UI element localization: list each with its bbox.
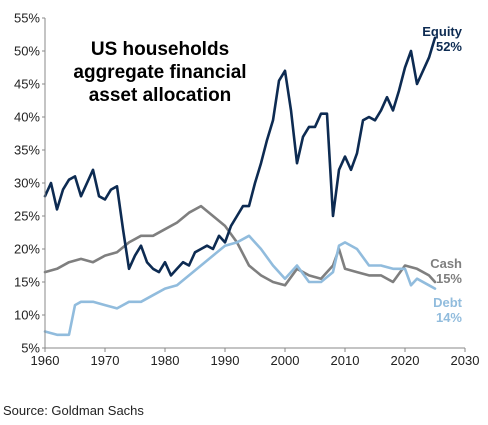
x-tick-label: 2000: [271, 353, 300, 368]
chart-title-line-3: asset allocation: [89, 85, 232, 106]
debt-end-value: 14%: [436, 310, 462, 325]
cash-series-line: [43, 204, 437, 287]
y-axis-ticks: 5% 10% 15% 20% 25% 30% 35% 40% 45% 50% 55%: [14, 11, 45, 356]
x-axis-ticks: 1960 1970 1980 1990 2000 2010 2020 2030: [31, 348, 480, 368]
x-tick-label: 1990: [211, 353, 240, 368]
y-tick-label: 55%: [14, 11, 40, 26]
equity-series-label: Equity: [422, 24, 462, 39]
y-tick-label: 45%: [14, 77, 40, 92]
equity-series-line: [43, 36, 437, 277]
y-tick-label: 50%: [14, 44, 40, 59]
y-tick-label: 20%: [14, 242, 40, 257]
chart-title-line-2: aggregate financial: [73, 62, 246, 83]
y-tick-label: 40%: [14, 110, 40, 125]
y-tick-label: 30%: [14, 176, 40, 191]
y-tick-label: 25%: [14, 209, 40, 224]
y-tick-label: 10%: [14, 308, 40, 323]
y-tick-label: 5%: [21, 341, 40, 356]
x-tick-label: 1970: [91, 353, 120, 368]
y-tick-label: 15%: [14, 275, 40, 290]
series-lines: [43, 36, 437, 337]
y-tick-label: 35%: [14, 143, 40, 158]
cash-end-value: 15%: [436, 271, 462, 286]
cash-series-label: Cash: [430, 256, 462, 271]
equity-end-value: 52%: [436, 39, 462, 54]
debt-series-line: [43, 234, 437, 337]
x-tick-label: 1980: [151, 353, 180, 368]
x-tick-label: 1960: [31, 353, 60, 368]
x-tick-label: 2020: [391, 353, 420, 368]
debt-series-label: Debt: [433, 295, 463, 310]
x-tick-label: 2010: [331, 353, 360, 368]
source-note: Source: Goldman Sachs: [3, 403, 144, 418]
x-tick-label: 2030: [451, 353, 480, 368]
chart-title-line-1: US households: [91, 39, 229, 60]
allocation-chart: 5% 10% 15% 20% 25% 30% 35% 40% 45% 50% 55% 1960 197…: [14, 11, 480, 369]
